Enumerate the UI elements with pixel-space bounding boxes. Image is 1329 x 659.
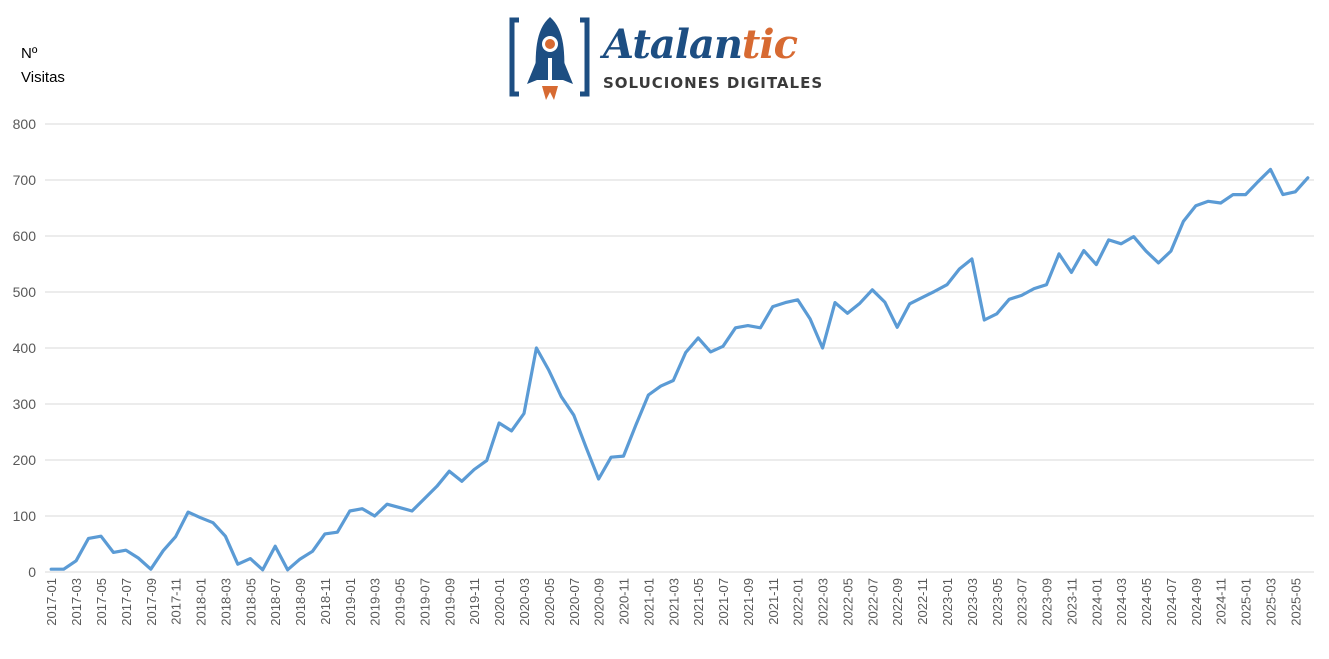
x-tick-label: 2019-09: [442, 578, 457, 626]
x-tick-label: 2019-05: [393, 578, 408, 626]
y-tick-label: 100: [13, 508, 37, 524]
x-tick-label: 2023-03: [965, 578, 980, 626]
brand-name: Atalantic: [603, 22, 823, 68]
y-axis-label-line-1: Nº: [21, 45, 38, 62]
y-axis-ticks: 0 100 200 300 400 500 600 700 800: [13, 116, 37, 580]
x-tick-label: 2024-05: [1139, 578, 1154, 626]
y-tick-label: 500: [13, 284, 37, 300]
x-tick-label: 2022-11: [915, 578, 930, 625]
x-tick-label: 2020-07: [567, 578, 582, 626]
x-tick-label: 2022-09: [890, 578, 905, 626]
x-tick-label: 2021-01: [641, 578, 656, 626]
gridlines: [45, 123, 1314, 517]
x-tick-label: 2020-05: [542, 578, 557, 626]
x-tick-label: 2017-09: [144, 578, 159, 626]
x-tick-label: 2024-09: [1189, 578, 1204, 626]
x-tick-label: 2019-01: [343, 578, 358, 626]
x-tick-label: 2024-01: [1089, 578, 1104, 626]
x-tick-label: 2022-05: [840, 578, 855, 626]
x-tick-label: 2025-01: [1239, 578, 1254, 626]
y-tick-label: 700: [13, 172, 37, 188]
x-tick-label: 2021-03: [666, 578, 681, 626]
x-axis-ticks: 2017-01 2017-03 2017-05 2017-07 2017-09 2017-…: [44, 578, 1303, 626]
x-tick-label: 2019-11: [467, 578, 482, 625]
x-tick-label: 2023-01: [940, 578, 955, 626]
x-tick-label: 2023-09: [1040, 578, 1055, 626]
y-tick-label: 400: [13, 340, 37, 356]
x-tick-label: 2017-03: [69, 578, 84, 626]
brand-name-accent: tic: [741, 21, 798, 68]
brand-logo: Atalantic SOLUCIONES DIGITALES: [505, 14, 822, 104]
x-tick-label: 2018-05: [243, 578, 258, 626]
x-tick-label: 2021-05: [691, 578, 706, 626]
x-tick-label: 2022-07: [865, 578, 880, 626]
x-tick-label: 2017-11: [169, 578, 184, 625]
x-tick-label: 2019-07: [417, 578, 432, 626]
y-tick-label: 300: [13, 396, 37, 412]
x-tick-label: 2018-01: [194, 578, 209, 626]
x-tick-label: 2022-01: [791, 578, 806, 626]
x-tick-label: 2023-11: [1064, 578, 1079, 625]
x-tick-label: 2021-09: [741, 578, 756, 626]
x-tick-label: 2020-01: [492, 578, 507, 626]
y-tick-label: 0: [28, 564, 36, 580]
y-tick-label: 200: [13, 452, 37, 468]
x-tick-label: 2020-11: [617, 578, 632, 625]
rocket-icon: [509, 17, 590, 100]
x-tick-label: 2017-01: [44, 578, 59, 626]
x-tick-label: 2024-03: [1114, 578, 1129, 626]
x-tick-label: 2019-03: [368, 578, 383, 626]
x-tick-label: 2018-07: [268, 578, 283, 626]
x-tick-label: 2024-11: [1214, 578, 1229, 625]
x-tick-label: 2023-05: [990, 578, 1005, 626]
x-tick-label: 2021-07: [716, 578, 731, 626]
series-line: [49, 167, 1310, 572]
y-tick-label: 600: [13, 228, 37, 244]
y-axis-label: Nº Visitas: [21, 42, 65, 90]
x-tick-label: 2018-11: [318, 578, 333, 625]
x-tick-label: 2025-05: [1288, 578, 1303, 626]
x-tick-label: 2022-03: [816, 578, 831, 626]
x-tick-label: 2025-03: [1263, 578, 1278, 626]
x-tick-label: 2020-09: [592, 578, 607, 626]
series-group: [49, 167, 1310, 572]
y-tick-label: 800: [13, 116, 37, 132]
x-tick-label: 2021-11: [766, 578, 781, 625]
x-tick-label: 2023-07: [1015, 578, 1030, 626]
x-tick-label: 2024-07: [1164, 578, 1179, 626]
x-tick-label: 2018-03: [218, 578, 233, 626]
brand-name-main: Atalan: [603, 21, 743, 68]
y-axis-label-line-2: Visitas: [21, 69, 65, 86]
x-tick-label: 2020-03: [517, 578, 532, 626]
x-tick-label: 2017-07: [119, 578, 134, 626]
x-tick-label: 2018-09: [293, 578, 308, 626]
x-tick-label: 2017-05: [94, 578, 109, 626]
brand-tagline: SOLUCIONES DIGITALES: [603, 74, 824, 92]
